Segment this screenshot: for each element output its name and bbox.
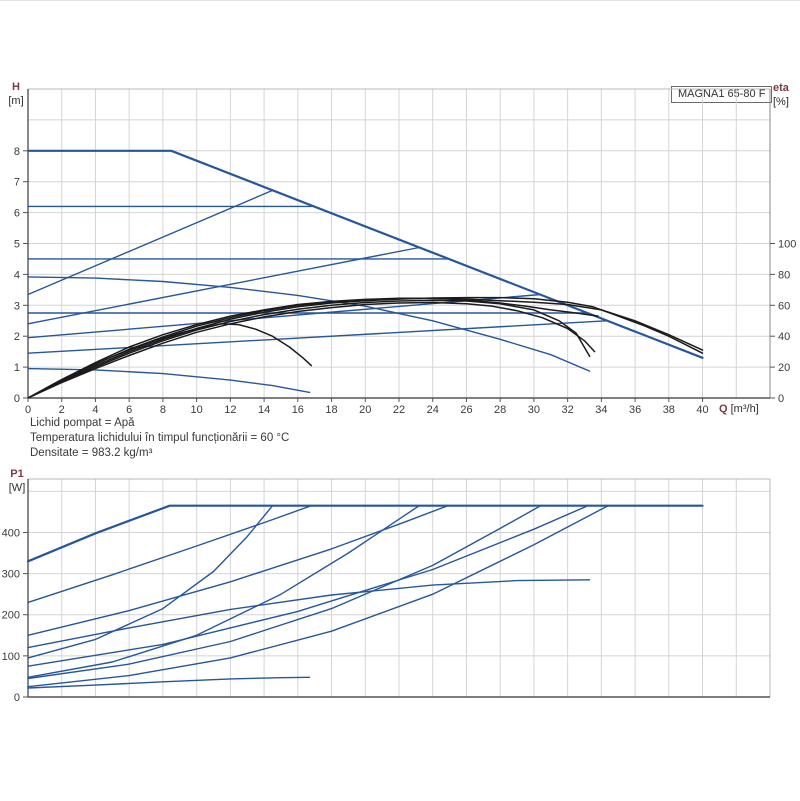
tick-label: 7 — [14, 177, 20, 189]
tick-label: 0 — [14, 393, 20, 405]
liquid-temperature-line: Temperatura lichidului în timpul funcțio… — [30, 432, 290, 444]
tick-label: 28 — [494, 404, 506, 416]
tick-label: 40 — [778, 331, 790, 343]
tick-label: 200 — [2, 610, 20, 622]
liquid-info-block: Lichid pompat = Apă Temperatura lichidul… — [30, 416, 289, 461]
tick-label: 0 — [778, 393, 784, 405]
eta-curve-5 — [27, 297, 599, 399]
tick-label: 12 — [224, 404, 236, 416]
eta-curve-4 — [27, 301, 596, 399]
tick-label: 0 — [14, 692, 20, 704]
min-power — [27, 676, 311, 689]
tick-label: 300 — [2, 569, 20, 581]
tick-label: 400 — [2, 527, 20, 539]
tick-label: 16 — [292, 404, 304, 416]
eta-curve-3 — [27, 299, 591, 399]
h-axis-label: H [m] — [2, 80, 30, 108]
eta-axis-unit: [%] — [773, 96, 789, 108]
eta-axis-label: eta [%] — [773, 81, 799, 109]
tick-label: 20 — [778, 362, 790, 374]
h-axis-symbol: H — [12, 81, 20, 93]
tick-label: 80 — [778, 269, 790, 281]
tick-label: 60 — [778, 300, 790, 312]
prop-pressure-1.45-power — [27, 505, 609, 688]
tick-label: 5 — [14, 239, 20, 251]
prop-pressure-1.95-curve — [27, 293, 542, 339]
tick-label: 6 — [14, 208, 20, 220]
tick-label: 8 — [14, 146, 20, 158]
max-curve — [26, 149, 704, 359]
tick-label: 26 — [460, 404, 472, 416]
p1-axis-label: P1 [W] — [2, 467, 32, 495]
q-axis-label: Q [m³/h] — [719, 403, 759, 415]
pump-model-title: MAGNA1 65-80 F — [671, 86, 773, 103]
prop-pressure-3.35-power — [27, 505, 274, 659]
speed-2-power — [27, 579, 591, 649]
tick-label: 6 — [126, 404, 132, 416]
h-axis-unit: [m] — [8, 95, 24, 107]
tick-label: 10 — [191, 404, 203, 416]
eta-axis-symbol: eta — [773, 82, 789, 94]
tick-label: 1 — [14, 362, 20, 374]
eta-min-curve — [27, 323, 313, 399]
min-curve — [27, 367, 311, 394]
tick-label: 24 — [427, 404, 439, 416]
prop-pressure-2.4-power — [27, 505, 420, 678]
prop-pressure-1.45-curve — [27, 320, 608, 354]
tick-label: 100 — [778, 239, 796, 251]
tick-label: 30 — [528, 404, 540, 416]
prop-pressure-1.95-power — [27, 505, 542, 680]
tick-label: 18 — [325, 404, 337, 416]
tick-label: 14 — [258, 404, 270, 416]
max-power-curve — [26, 504, 704, 563]
const-pressure-4.5-power — [27, 505, 449, 636]
pumped-liquid-line: Lichid pompat = Apă — [30, 417, 135, 429]
tick-label: 32 — [562, 404, 574, 416]
tick-label: 38 — [663, 404, 675, 416]
tick-label: 100 — [2, 651, 20, 663]
prop-pressure-2.4-curve — [27, 246, 420, 325]
tick-label: 20 — [359, 404, 371, 416]
q-axis-symbol: Q — [719, 403, 728, 415]
tick-label: 2 — [59, 404, 65, 416]
tick-label: 8 — [160, 404, 166, 416]
tick-label: 40 — [696, 404, 708, 416]
const-pressure-2.75-power — [27, 505, 589, 667]
tick-label: 4 — [92, 404, 98, 416]
const-pressure-6.2-power — [27, 505, 312, 604]
tick-label: 0 — [25, 404, 31, 416]
tick-label: 4 — [14, 269, 20, 281]
p1-axis-unit: [W] — [8, 482, 26, 494]
density-line: Densitate = 983.2 kg/m³ — [30, 447, 153, 459]
tick-label: 34 — [595, 404, 607, 416]
q-axis-unit: [m³/h] — [730, 403, 759, 415]
tick-label: 36 — [629, 404, 641, 416]
tick-label: 3 — [14, 300, 20, 312]
tick-label: 22 — [393, 404, 405, 416]
tick-label: 2 — [14, 331, 20, 343]
p1-axis-symbol: P1 — [10, 468, 24, 480]
